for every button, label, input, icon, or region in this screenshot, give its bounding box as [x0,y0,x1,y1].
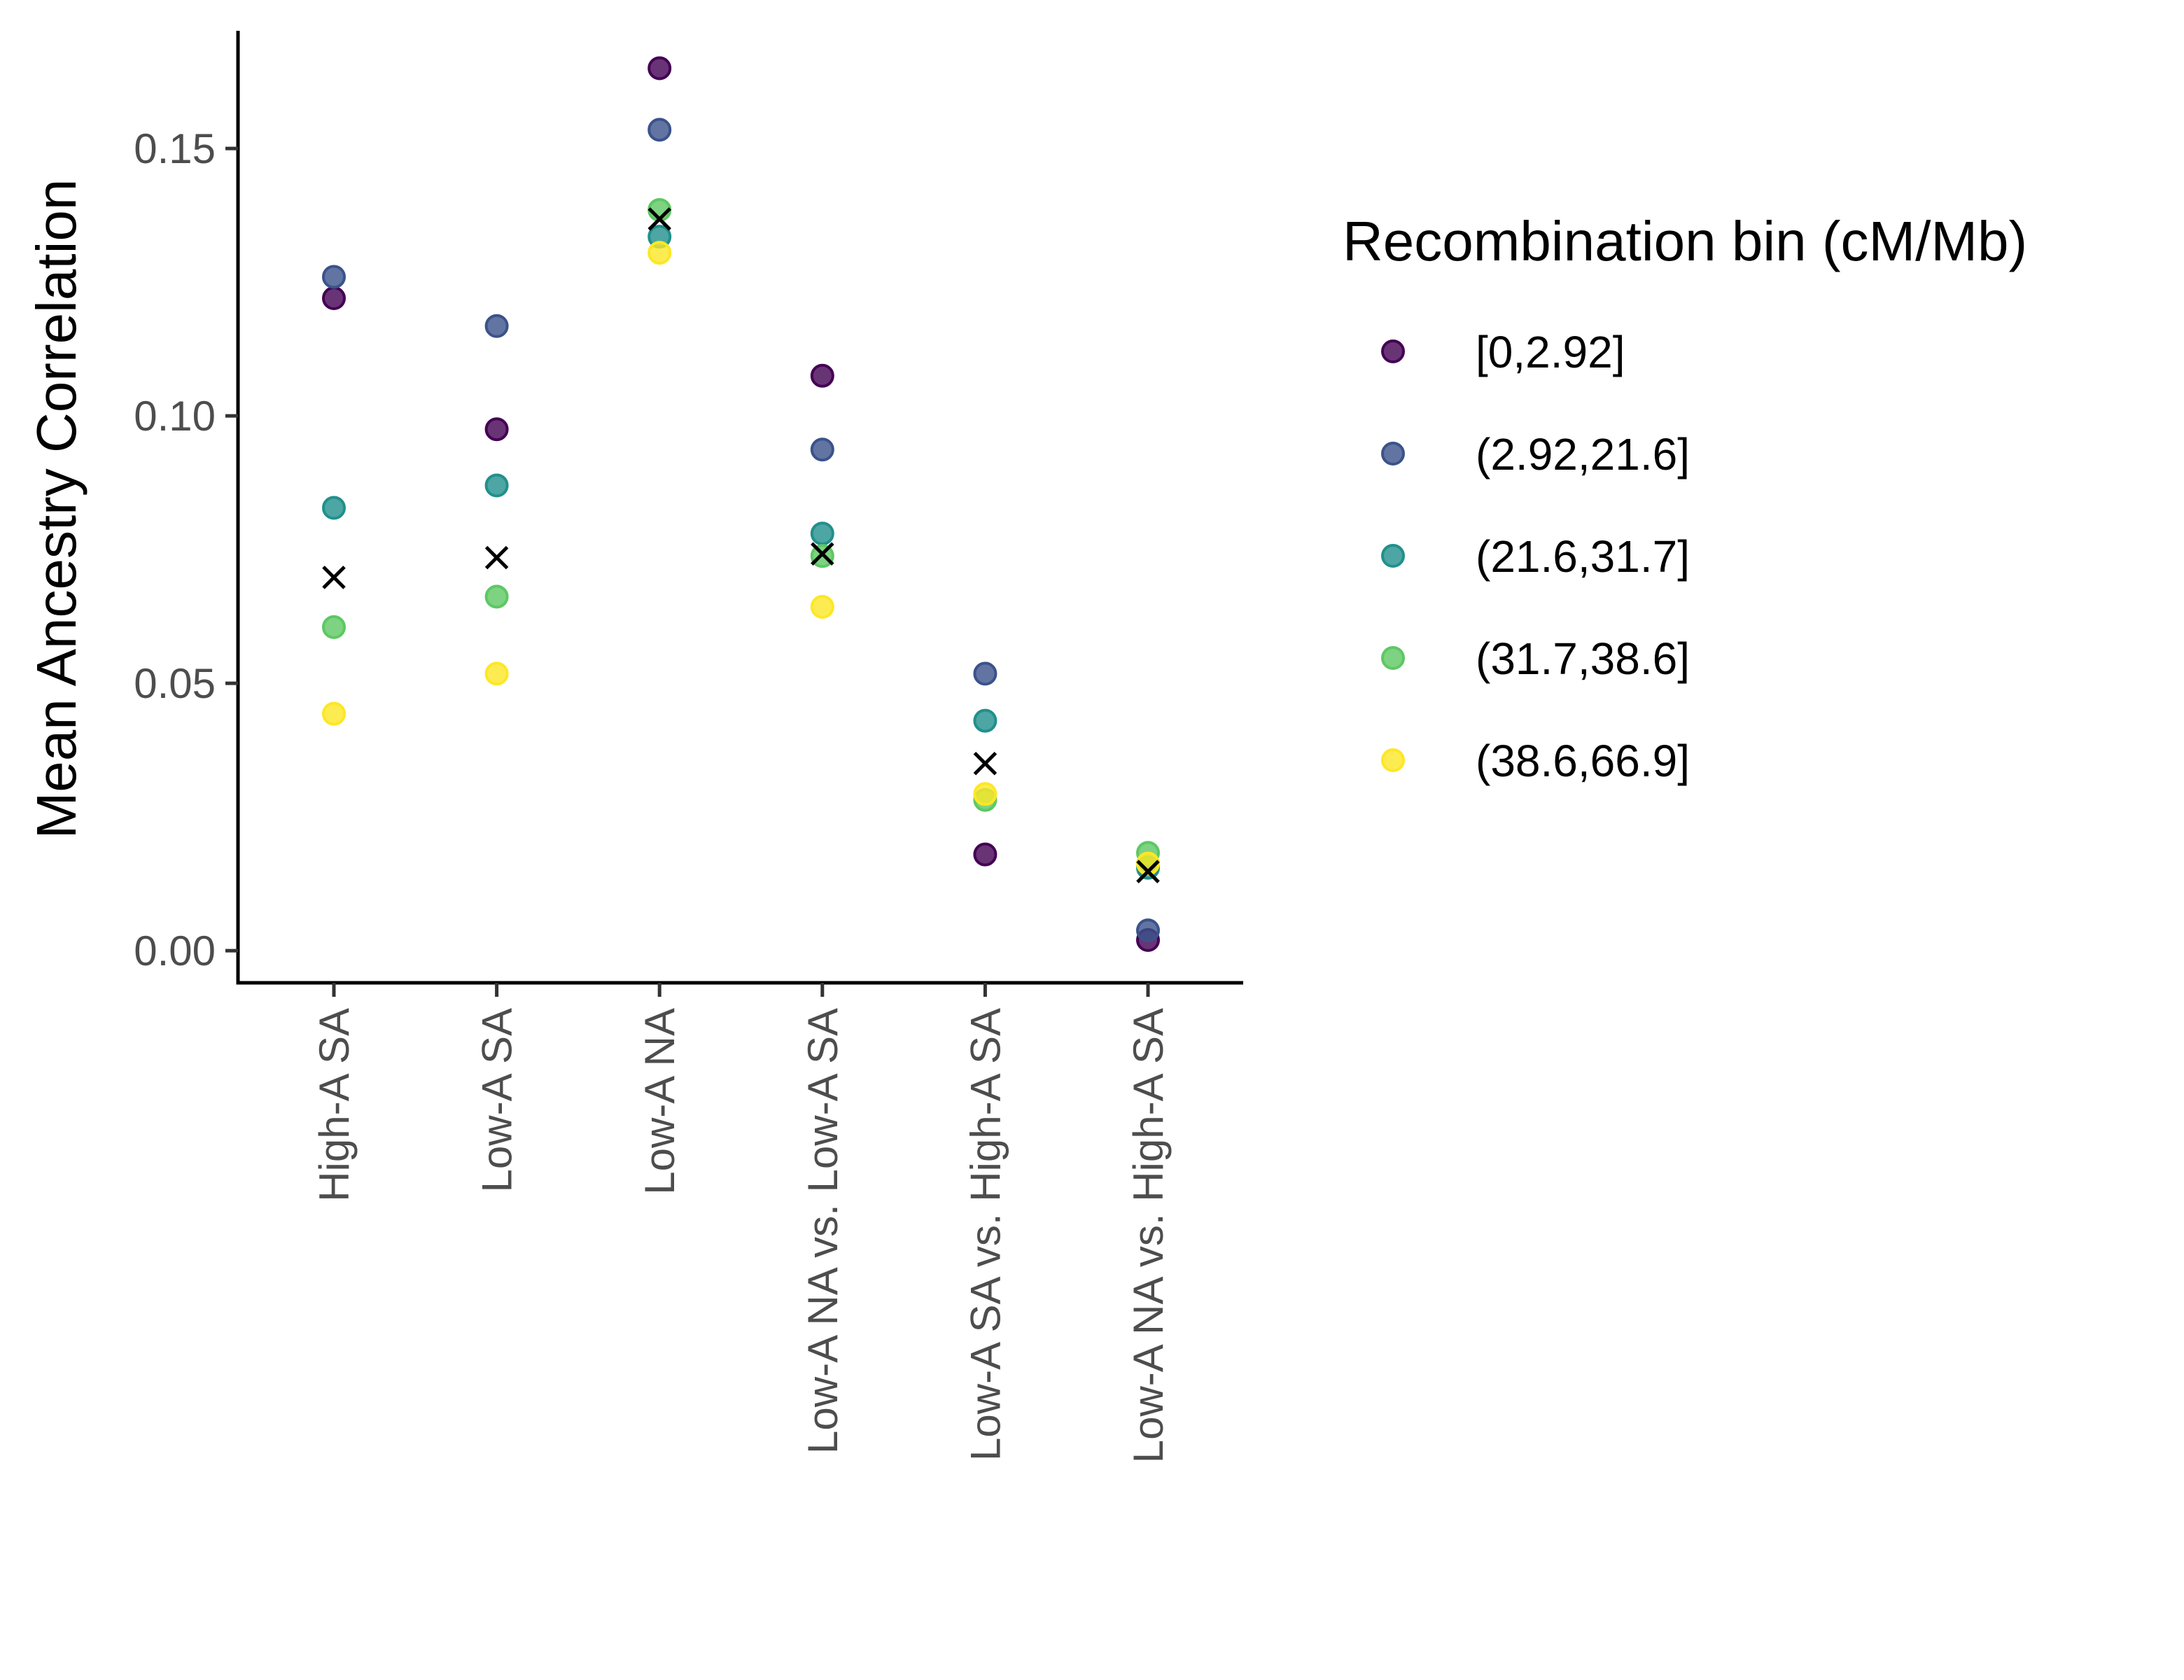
data-point [648,118,672,142]
x-tick-label: Low-A SA vs. High-A SA [962,1008,1009,1461]
data-point [973,842,997,867]
legend-item-21-6-31-7: (21.6,31.7] [1381,531,1690,582]
y-axis: 0.00 0.05 0.10 0.15 [134,31,240,983]
data-point [322,265,346,289]
legend-key [1381,748,1405,772]
data-point [484,417,509,442]
data-point [322,701,346,726]
y-tick-label: 0.15 [134,125,216,172]
data-point [322,496,346,520]
legend-label: [0,2.92] [1476,327,1625,377]
data-point [973,662,997,686]
mean-marker [811,542,834,566]
legend: Recombination bin (cM/Mb) [0,2.92] (2.92,… [1343,210,2027,786]
mean-marker [484,545,509,570]
data-point [484,314,509,338]
plot-area [322,56,1160,952]
x-tick-label: High-A SA [311,1008,358,1202]
series-38-6-66-9 [322,241,1160,876]
data-point [973,708,997,733]
mean-markers [322,207,1160,883]
mean-marker [648,207,671,231]
series-2-92-21-6 [322,118,1160,943]
legend-key [1381,340,1405,363]
data-point [1136,918,1160,943]
legend-key [1381,442,1405,465]
legend-label: (21.6,31.7] [1476,531,1690,582]
y-tick-label: 0.05 [134,660,216,707]
legend-label: (2.92,21.6] [1476,429,1690,479]
legend-label: (31.7,38.6] [1476,634,1690,684]
y-axis-title: Mean Ancestry Correlation [25,179,88,839]
x-tick-label: Low-A NA vs. Low-A SA [799,1008,846,1454]
data-point [973,782,997,806]
legend-item-38-6-66-9: (38.6,66.9] [1381,736,1690,786]
mean-marker [322,566,346,589]
x-tick-label: Low-A NA [636,1008,683,1195]
data-point [484,662,509,686]
data-point [484,584,509,609]
data-point [648,241,672,265]
legend-label: (38.6,66.9] [1476,736,1690,786]
data-point [322,286,346,311]
x-tick-label: Low-A NA vs. High-A SA [1125,1008,1172,1463]
y-tick-label: 0.00 [134,927,216,974]
data-point [484,473,509,498]
legend-item-0-2-92: [0,2.92] [1381,327,1625,377]
series-0-2-92 [322,56,1160,952]
data-point [322,615,346,639]
x-tick-label: Low-A SA [474,1008,521,1192]
x-axis: High-A SA Low-A SA Low-A NA Low-A NA vs. Lo… [236,981,1243,1463]
data-point [810,438,834,462]
series-31-7-38-6 [322,197,1160,865]
series-21-6-31-7 [322,225,1160,880]
legend-item-2-92-21-6: (2.92,21.6] [1381,429,1690,479]
data-point [810,594,834,619]
legend-title: Recombination bin (cM/Mb) [1343,210,2027,272]
data-point [810,522,834,546]
mean-marker [973,751,997,776]
data-point [648,56,672,80]
mean-marker [1136,860,1160,883]
legend-key [1381,544,1405,568]
y-tick-label: 0.10 [134,393,216,440]
data-point [1136,851,1160,876]
data-point [810,363,834,388]
legend-item-31-7-38-6: (31.7,38.6] [1381,634,1690,684]
legend-key [1381,646,1405,670]
